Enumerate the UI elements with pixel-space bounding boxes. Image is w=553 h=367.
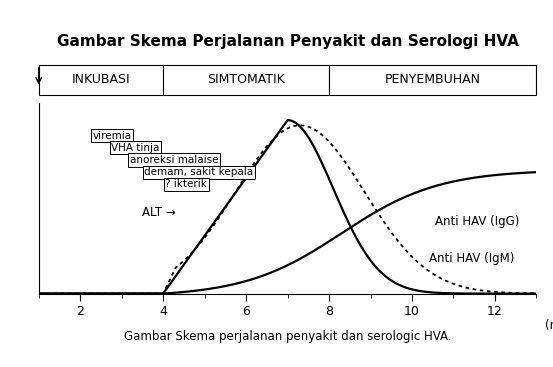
Text: (minggu): (minggu) [545,319,553,332]
Text: VHA tinja: VHA tinja [111,143,160,153]
FancyBboxPatch shape [39,65,163,95]
Text: ALT →: ALT → [142,206,176,219]
X-axis label: Gambar Skema perjalanan penyakit dan serologic HVA.: Gambar Skema perjalanan penyakit dan ser… [124,330,451,342]
Text: demam, sakit kepala: demam, sakit kepala [144,167,254,177]
Text: Gambar Skema Perjalanan Penyakit dan Serologi HVA: Gambar Skema Perjalanan Penyakit dan Ser… [56,34,519,49]
Text: Anti HAV (IgM): Anti HAV (IgM) [429,252,514,265]
Text: INKUBASI: INKUBASI [71,73,131,86]
Text: PENYEMBUHAN: PENYEMBUHAN [385,73,481,86]
Text: SIMTOMATIK: SIMTOMATIK [207,73,285,86]
Text: Anti HAV (IgG): Anti HAV (IgG) [435,215,519,228]
FancyBboxPatch shape [329,65,536,95]
FancyBboxPatch shape [163,65,329,95]
Text: ? ikterik: ? ikterik [165,179,207,189]
Text: viremia: viremia [92,131,132,141]
Text: anoreksi malaise: anoreksi malaise [130,155,218,165]
